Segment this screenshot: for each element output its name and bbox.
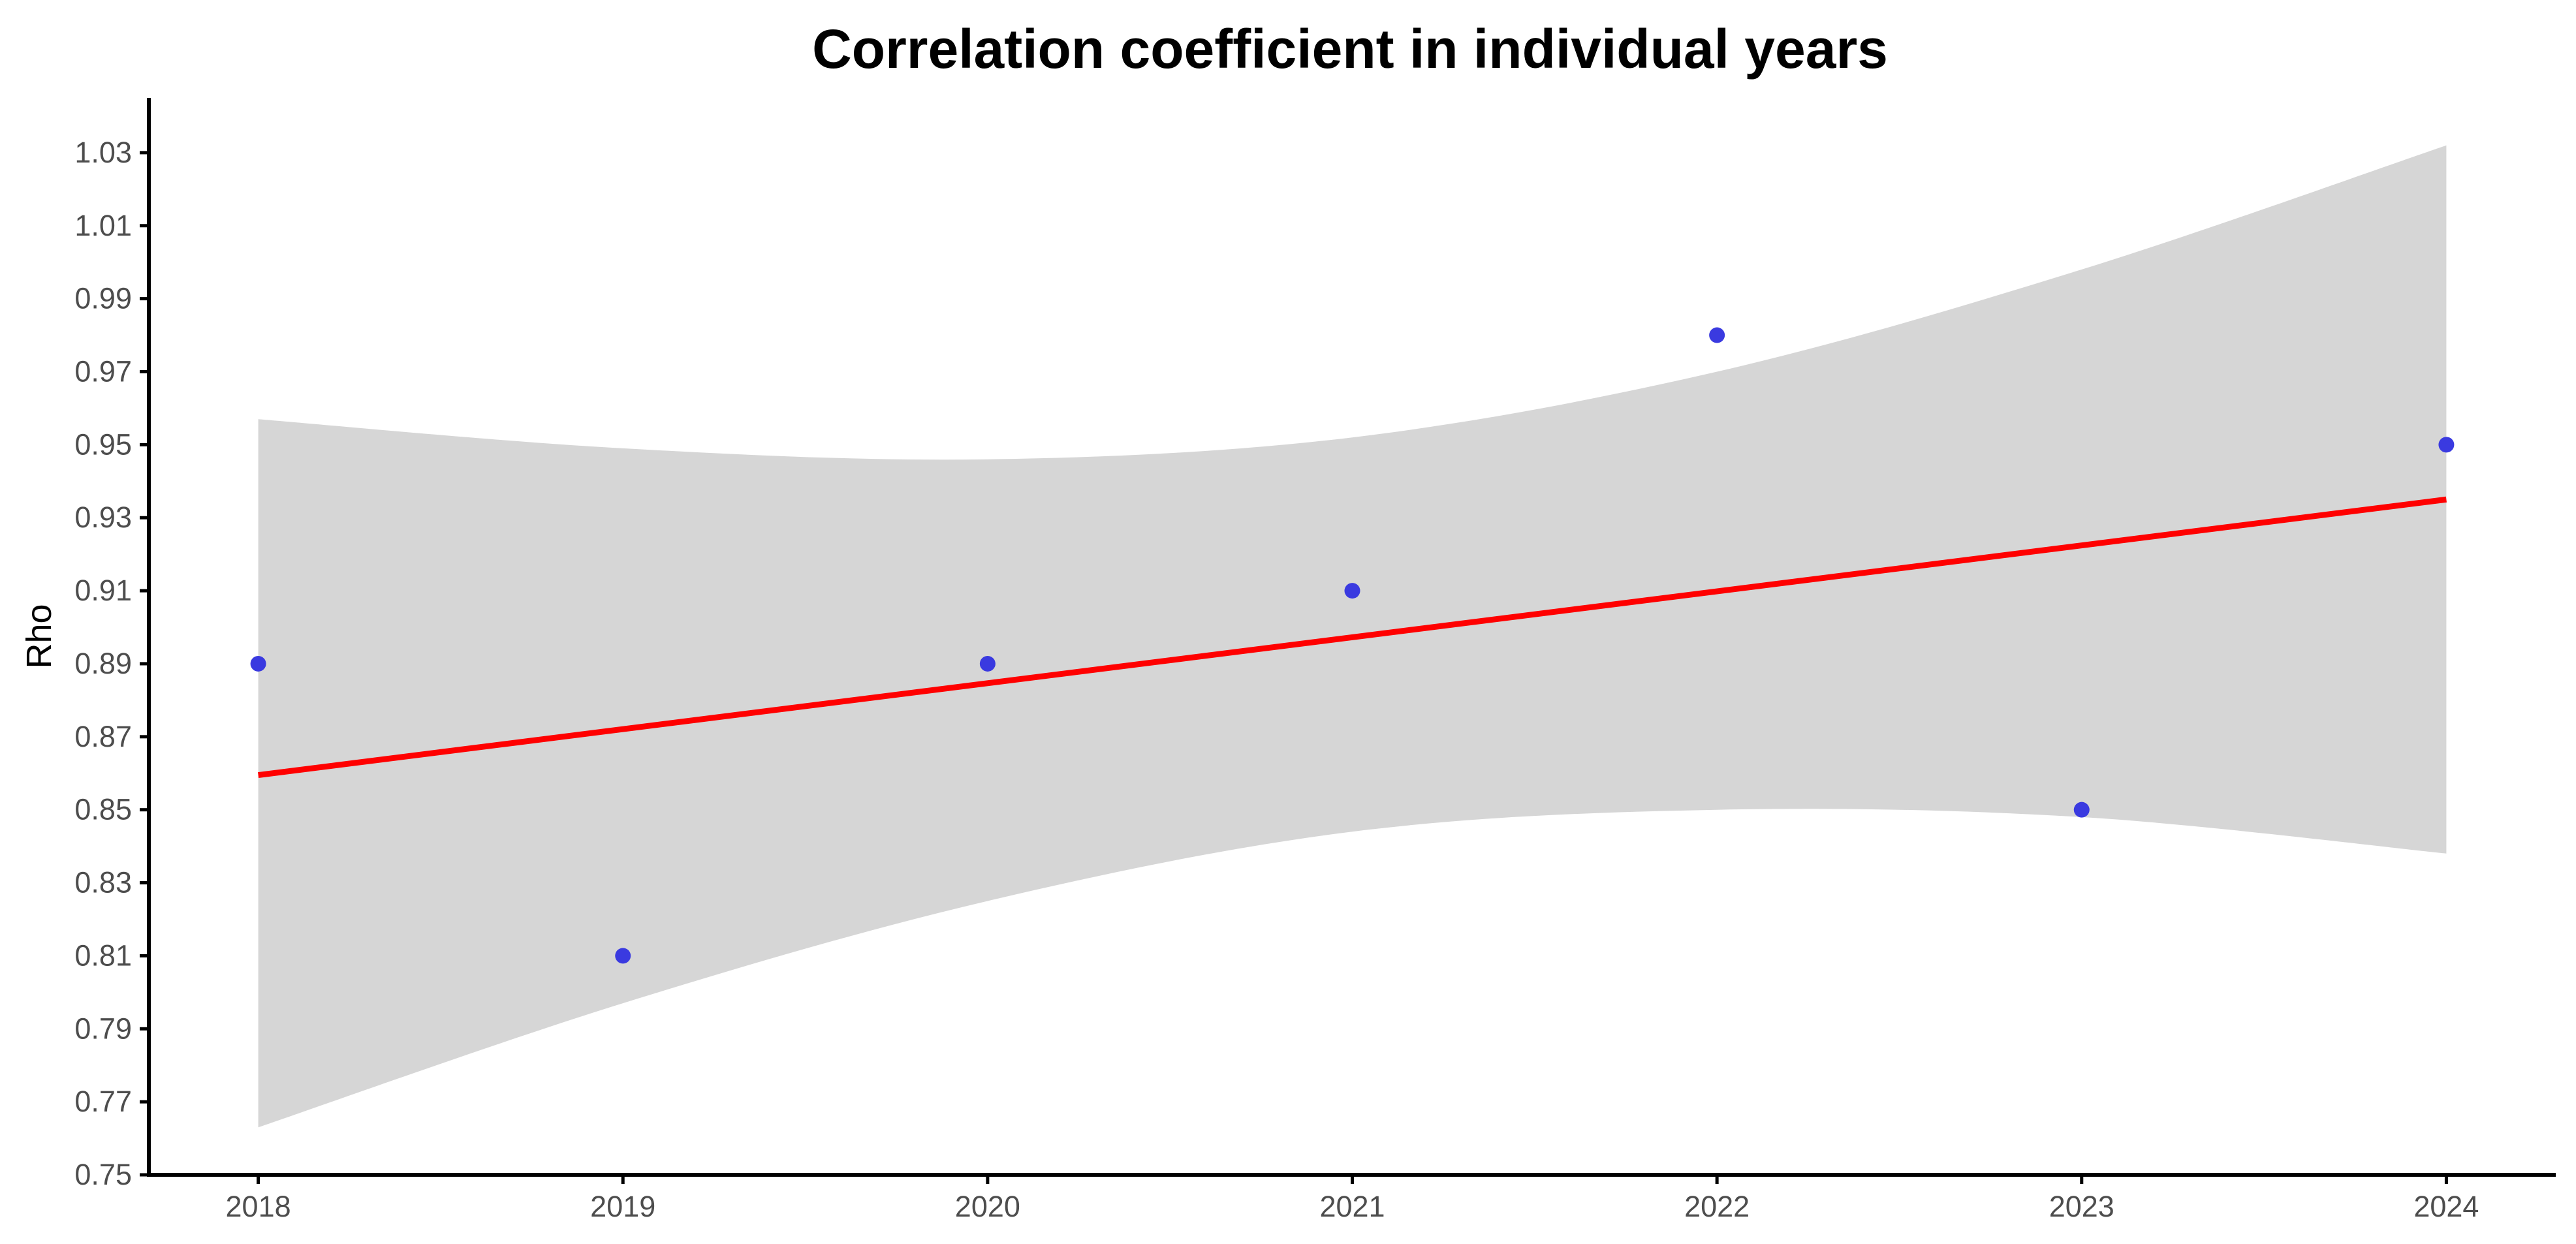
data-point-2021 <box>1344 583 1360 599</box>
x-axis-ticks: 2018 2019 2020 2021 2022 2023 2024 <box>226 1175 2479 1223</box>
y-tick-label: 0.97 <box>74 354 132 388</box>
x-tick-label: 2023 <box>2049 1190 2114 1223</box>
data-point-2024 <box>2438 437 2455 453</box>
y-tick-label: 0.75 <box>74 1158 132 1191</box>
y-tick-label: 0.91 <box>74 574 132 607</box>
y-axis-ticks: 0.75 0.77 0.79 0.81 0.83 0.85 0.87 0.89 0.91 0.93… <box>74 136 149 1191</box>
y-tick-label: 1.01 <box>74 209 132 242</box>
data-point-2020 <box>979 655 996 672</box>
data-point-2023 <box>2073 801 2090 818</box>
data-points-layer <box>250 327 2455 964</box>
x-tick-label: 2021 <box>1319 1190 1385 1223</box>
x-tick-label: 2024 <box>2413 1190 2479 1223</box>
y-tick-label: 0.77 <box>74 1085 132 1118</box>
y-tick-label: 0.85 <box>74 793 132 826</box>
y-tick-label: 0.89 <box>74 647 132 680</box>
fit-line-layer <box>258 496 2447 779</box>
x-tick-label: 2019 <box>590 1190 655 1223</box>
x-tick-label: 2022 <box>1684 1190 1750 1223</box>
data-point-2019 <box>615 948 631 964</box>
y-tick-label: 0.79 <box>74 1012 132 1045</box>
y-tick-label: 0.81 <box>74 939 132 972</box>
x-tick-label: 2020 <box>955 1190 1020 1223</box>
y-tick-label: 0.99 <box>74 282 132 315</box>
regression-line <box>258 496 2447 779</box>
y-tick-label: 0.93 <box>74 501 132 534</box>
data-point-2018 <box>250 655 266 672</box>
data-point-2022 <box>1709 327 1725 343</box>
x-tick-label: 2018 <box>226 1190 291 1223</box>
y-tick-label: 0.87 <box>74 720 132 753</box>
y-tick-label: 1.03 <box>74 136 132 169</box>
y-tick-label: 0.83 <box>74 866 132 899</box>
y-axis-label: Rho <box>20 604 59 668</box>
y-tick-label: 0.95 <box>74 428 132 461</box>
chart-title: Correlation coefficient in individual ye… <box>812 18 1888 80</box>
